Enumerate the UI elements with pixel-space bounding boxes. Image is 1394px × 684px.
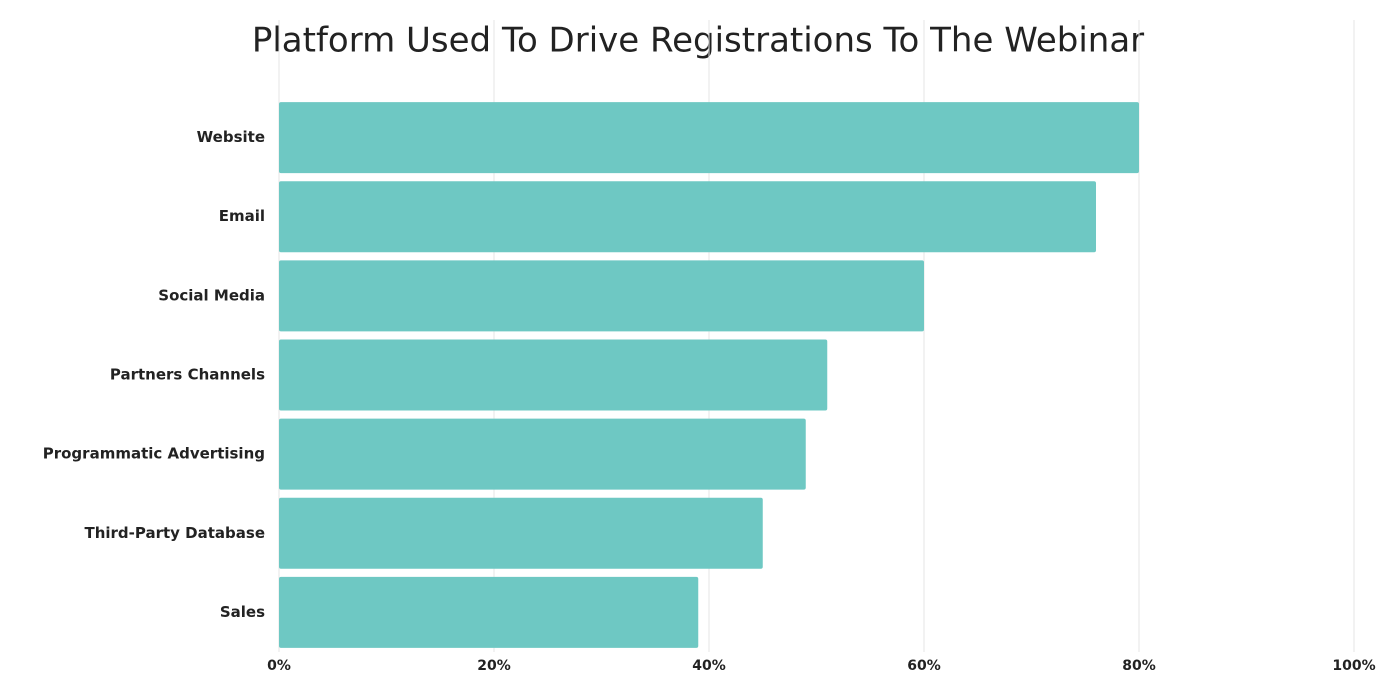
chart-title: Platform Used To Drive Registrations To … (252, 21, 1144, 61)
bar (279, 339, 828, 411)
bar (279, 497, 763, 569)
bar (279, 181, 1096, 253)
y-tick-label: Sales (220, 603, 265, 621)
bar (279, 576, 699, 648)
y-tick-label: Social Media (158, 286, 265, 304)
x-tick-label: 100% (1332, 658, 1375, 674)
bar (279, 418, 806, 490)
x-tick-label: 0% (267, 658, 291, 674)
y-tick-label: Programmatic Advertising (43, 445, 265, 463)
bar (279, 102, 1139, 174)
x-tick-label: 40% (692, 658, 726, 674)
x-tick-label: 80% (1122, 658, 1156, 674)
bar (279, 260, 924, 332)
x-tick-label: 60% (907, 658, 941, 674)
y-tick-label: Third-Party Database (84, 524, 265, 542)
x-tick-label: 20% (477, 658, 511, 674)
y-tick-label: Website (197, 128, 265, 146)
y-tick-label: Email (219, 207, 265, 225)
y-tick-label: Partners Channels (110, 366, 265, 384)
